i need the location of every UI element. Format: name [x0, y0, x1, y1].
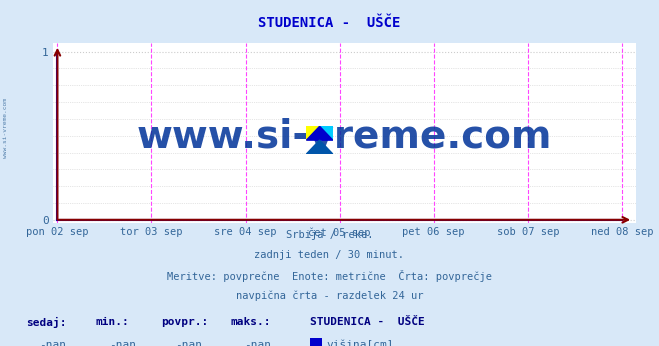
Text: zadnji teden / 30 minut.: zadnji teden / 30 minut. — [254, 250, 405, 260]
Text: -nan: -nan — [109, 340, 136, 346]
Text: STUDENICA -  UŠČE: STUDENICA - UŠČE — [258, 16, 401, 29]
Text: -nan: -nan — [175, 340, 202, 346]
Text: višina[cm]: višina[cm] — [326, 340, 393, 346]
Text: www.si-vreme.com: www.si-vreme.com — [136, 118, 552, 156]
Text: povpr.:: povpr.: — [161, 317, 209, 327]
Text: -nan: -nan — [244, 340, 271, 346]
Text: STUDENICA -  UŠČE: STUDENICA - UŠČE — [310, 317, 424, 327]
Polygon shape — [306, 126, 333, 140]
Text: www.si-vreme.com: www.si-vreme.com — [3, 98, 9, 158]
Text: min.:: min.: — [96, 317, 129, 327]
Text: sedaj:: sedaj: — [26, 317, 67, 328]
Text: Srbija / reke.: Srbija / reke. — [286, 230, 373, 240]
Polygon shape — [306, 140, 333, 154]
Polygon shape — [306, 126, 320, 140]
Text: navpična črta - razdelek 24 ur: navpična črta - razdelek 24 ur — [236, 290, 423, 301]
Text: maks.:: maks.: — [231, 317, 271, 327]
Text: Meritve: povprečne  Enote: metrične  Črta: povprečje: Meritve: povprečne Enote: metrične Črta:… — [167, 270, 492, 282]
Text: -nan: -nan — [40, 340, 67, 346]
Polygon shape — [320, 126, 333, 140]
